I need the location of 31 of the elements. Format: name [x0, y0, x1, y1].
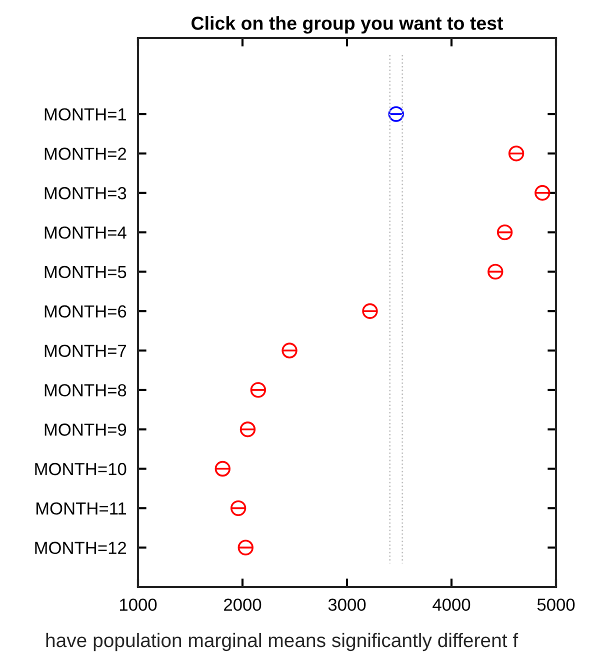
- x-tick-label: 1000: [120, 598, 157, 611]
- x-tick-label: 5000: [537, 598, 575, 611]
- point: [282, 342, 298, 358]
- y-tick-label: MONTH=4: [44, 226, 126, 239]
- y-tick-label: MONTH=12: [35, 542, 126, 554]
- point: [250, 382, 266, 398]
- y-tick-label: MONTH=3: [44, 187, 126, 200]
- x-tick-label: 4000: [432, 598, 470, 611]
- y-tick-label: MONTH=2: [44, 148, 126, 160]
- y-tick-label: MONTH=9: [44, 424, 126, 436]
- chart-title: Click on the group you want to test: [192, 16, 504, 34]
- point: [388, 106, 404, 122]
- point: [362, 303, 378, 319]
- x-tick-label: 2000: [224, 598, 262, 611]
- text: have population marginal means significantly different f: [46, 632, 518, 652]
- point: [230, 500, 246, 516]
- y-tick-label: MONTH=11: [36, 502, 126, 515]
- y-tick-label: MONTH=6: [44, 305, 126, 318]
- point: [508, 146, 524, 162]
- point: [488, 264, 504, 280]
- y-tick-label: MONTH=5: [44, 266, 126, 278]
- y-tick-label: MONTH=10: [35, 462, 126, 476]
- point: [238, 540, 254, 556]
- y-tick-label: MONTH=1: [44, 108, 126, 121]
- point: [496, 224, 513, 240]
- point: [240, 422, 256, 438]
- point: [214, 460, 230, 477]
- y-tick-label: MONTH=7: [44, 344, 126, 357]
- x-tick-label: 3000: [328, 598, 366, 611]
- point: [534, 185, 550, 201]
- y-tick-label: MONTH=8: [44, 384, 126, 396]
